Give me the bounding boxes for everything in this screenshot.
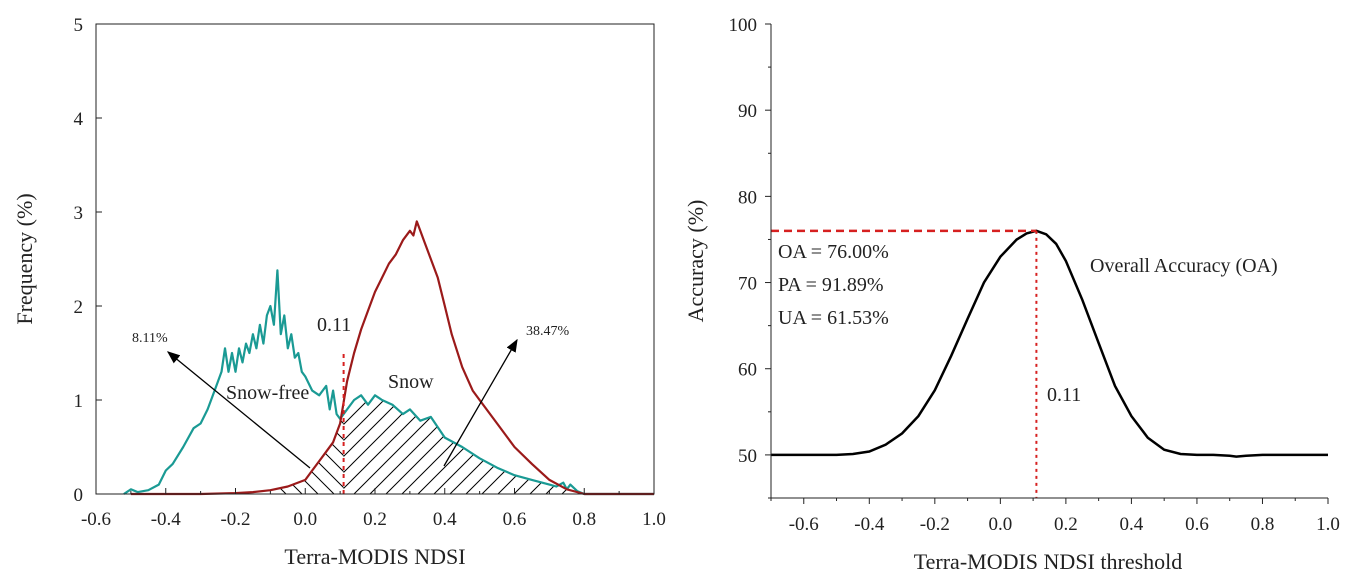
x-tick-label: 0.8 [1251, 514, 1275, 535]
y-tick-label: 5 [74, 15, 84, 36]
y-tick-label: 1 [74, 391, 84, 412]
arrow-right [443, 338, 518, 467]
accuracy-curve [771, 229, 1328, 458]
ua-value-label: UA = 61.53% [778, 307, 889, 329]
y-tick-label: 100 [729, 15, 758, 36]
y-tick-label: 3 [74, 203, 84, 224]
x-tick-label: 0.6 [1185, 514, 1209, 535]
x-tick-label: 0.8 [572, 509, 596, 530]
y-tick-label: 80 [738, 187, 757, 208]
y-tick-label: 50 [738, 446, 757, 467]
overall-accuracy-series-label: Overall Accuracy (OA) [1090, 255, 1278, 277]
frequency-x-axis-label: Terra-MODIS NDSI [284, 544, 465, 569]
x-tick-label: -0.4 [854, 514, 885, 535]
pct-right-label: 38.47% [526, 324, 570, 339]
x-tick-label: 1.0 [1316, 514, 1340, 535]
x-tick-label: -0.6 [789, 514, 819, 535]
accuracy-x-ticks: -0.6 -0.4 -0.2 0.0 0.2 0.4 0.6 0.8 1.0 [770, 498, 1340, 535]
frequency-y-axis-label: Frequency (%) [12, 193, 37, 324]
x-tick-label: -0.2 [220, 509, 250, 530]
y-tick-label: 0 [74, 485, 84, 506]
hatch-snow-free-misclassified [343, 395, 654, 494]
x-tick-label: 0.2 [1054, 514, 1078, 535]
y-tick-label: 70 [738, 274, 757, 295]
x-tick-label: 0.0 [988, 514, 1012, 535]
frequency-series-layer [123, 220, 654, 496]
x-tick-label: 1.0 [642, 509, 666, 530]
accuracy-x-axis-label: Terra-MODIS NDSI threshold [914, 549, 1183, 574]
y-tick-label: 4 [74, 109, 84, 130]
x-tick-label: 0.0 [293, 509, 317, 530]
hatch-snow-misclassified [270, 402, 344, 494]
x-tick-label: -0.4 [151, 509, 182, 530]
x-tick-label: 0.2 [363, 509, 387, 530]
frequency-y-ticks: 0 1 2 3 4 5 [74, 15, 102, 506]
pa-value-label: PA = 91.89% [778, 274, 884, 296]
series-line-snow-free [123, 269, 654, 496]
accuracy-y-axis-label: Accuracy (%) [683, 200, 708, 323]
threshold-label-right: 0.11 [1047, 384, 1081, 406]
oa-value-label: OA = 76.00% [778, 241, 889, 263]
x-tick-label: -0.6 [81, 509, 111, 530]
x-tick-label: 0.4 [433, 509, 457, 530]
series-line-snow [130, 220, 654, 496]
y-tick-label: 90 [738, 101, 757, 122]
threshold-label-left: 0.11 [317, 314, 351, 336]
snow-free-label: Snow-free [226, 382, 309, 404]
arrow-left [166, 351, 311, 469]
x-tick-label: -0.2 [920, 514, 950, 535]
pct-left-label: 8.11% [132, 331, 168, 346]
frequency-chart: -0.6 -0.4 -0.2 0.0 0.2 0.4 0.6 0.8 1.0 0 1 2 3 4 5 Te… [12, 15, 666, 569]
y-tick-label: 60 [738, 360, 757, 381]
accuracy-y-ticks: 50 60 70 80 90 100 [729, 15, 771, 499]
snow-label: Snow [388, 371, 434, 393]
frequency-hatch-layer [270, 395, 654, 494]
y-tick-label: 2 [74, 297, 84, 318]
frequency-x-ticks: -0.6 -0.4 -0.2 0.0 0.2 0.4 0.6 0.8 1.0 [81, 488, 666, 530]
x-tick-label: 0.6 [503, 509, 527, 530]
accuracy-chart: -0.6 -0.4 -0.2 0.0 0.2 0.4 0.6 0.8 1.0 50 60 70 80 9… [683, 15, 1340, 574]
x-tick-label: 0.4 [1120, 514, 1144, 535]
